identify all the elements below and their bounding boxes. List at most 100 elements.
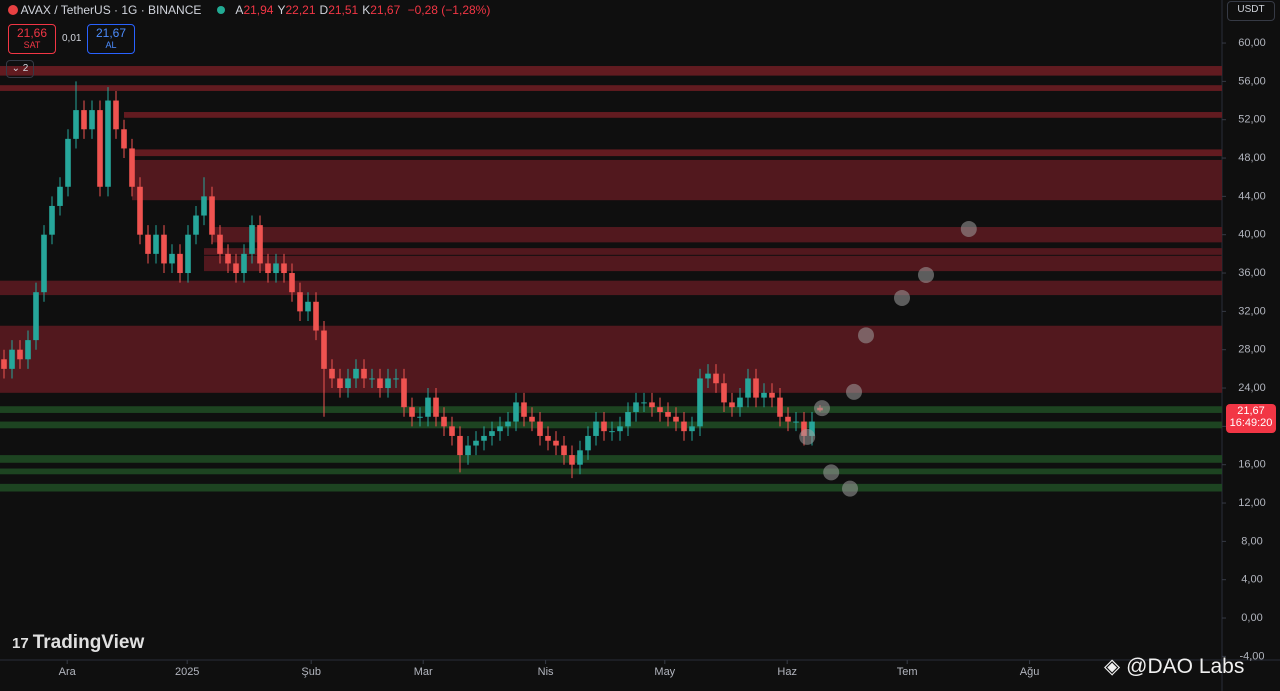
x-tick-label: Tem bbox=[897, 666, 918, 678]
zone bbox=[0, 406, 1222, 413]
y-tick-label: 60,00 bbox=[1238, 37, 1266, 49]
candle-body bbox=[257, 225, 263, 264]
candle-body bbox=[273, 263, 279, 274]
y-tick-label: 28,00 bbox=[1238, 344, 1266, 356]
candle-body bbox=[297, 292, 303, 312]
ohlc-key: K bbox=[362, 3, 371, 17]
indicator-toggle[interactable]: ⌄ 2 bbox=[6, 60, 34, 78]
ohlc-value: 21,94 bbox=[243, 3, 274, 17]
zone bbox=[0, 66, 1222, 76]
candle-body bbox=[17, 349, 23, 360]
sell-button[interactable]: 21,66 SAT bbox=[8, 24, 56, 54]
zone bbox=[204, 248, 1222, 255]
candle-body bbox=[369, 378, 375, 380]
candle-body bbox=[305, 301, 311, 312]
candle-body bbox=[665, 411, 671, 417]
candle-body bbox=[177, 253, 183, 274]
candle-body bbox=[401, 378, 407, 408]
candle-body bbox=[481, 435, 487, 441]
watermark: ◈ @DAO Labs bbox=[1104, 655, 1245, 678]
candle-body bbox=[433, 397, 439, 417]
candle-body bbox=[441, 416, 447, 427]
candle-body bbox=[593, 421, 599, 436]
ohlc-value: 22,21 bbox=[285, 3, 316, 17]
indicator-count: 2 bbox=[22, 63, 29, 74]
candle-body bbox=[241, 253, 247, 274]
y-tick-label: 56,00 bbox=[1238, 75, 1266, 87]
y-tick-label: 24,00 bbox=[1238, 382, 1266, 394]
candle-body bbox=[729, 402, 735, 408]
x-tick-label: Mar bbox=[414, 666, 433, 678]
candle-body bbox=[697, 378, 703, 427]
candle-body bbox=[753, 378, 759, 398]
buy-button[interactable]: 21,67 AL bbox=[87, 24, 135, 54]
candle-body bbox=[49, 205, 55, 235]
candle-body bbox=[689, 426, 695, 432]
candle-body bbox=[449, 426, 455, 436]
buy-label: AL bbox=[105, 40, 117, 50]
candle-body bbox=[161, 234, 167, 264]
candle-body bbox=[193, 215, 199, 235]
candle-body bbox=[153, 234, 159, 254]
candle-body bbox=[609, 431, 615, 433]
candle-body bbox=[681, 421, 687, 432]
candle-body bbox=[353, 368, 359, 379]
candle-body bbox=[129, 148, 135, 187]
candle-body bbox=[489, 431, 495, 436]
candle-body bbox=[537, 421, 543, 436]
candle-body bbox=[249, 225, 255, 254]
candle-body bbox=[145, 234, 151, 254]
candle-body bbox=[793, 421, 799, 423]
x-tick-label: Nis bbox=[538, 666, 554, 678]
candle-body bbox=[201, 196, 207, 216]
ohlc: A21,94 Y22,21 D21,51 K21,67 bbox=[235, 3, 404, 17]
candle-body bbox=[33, 292, 39, 341]
candle-body bbox=[81, 110, 87, 130]
x-tick-label: Haz bbox=[777, 666, 797, 678]
candle-body bbox=[73, 110, 79, 139]
y-tick-label: 4,00 bbox=[1241, 574, 1262, 586]
candle-body bbox=[105, 100, 111, 187]
candle-body bbox=[721, 383, 727, 403]
projection-dot bbox=[846, 383, 862, 400]
candle-body bbox=[465, 445, 471, 456]
candle-body bbox=[345, 378, 351, 389]
countdown: 16:49:20 bbox=[1229, 417, 1273, 430]
y-tick-label: 36,00 bbox=[1238, 267, 1266, 279]
sell-label: SAT bbox=[23, 40, 41, 50]
candle-body bbox=[601, 421, 607, 432]
candle-body bbox=[393, 378, 399, 380]
spread: 0,01 bbox=[62, 33, 82, 44]
candle-body bbox=[41, 234, 47, 293]
candle-body bbox=[57, 186, 63, 206]
candle-body bbox=[585, 435, 591, 451]
projection-dot bbox=[814, 400, 830, 417]
projection-dot bbox=[894, 289, 910, 306]
watermark-text: @DAO Labs bbox=[1126, 655, 1245, 678]
y-tick-label: 8,00 bbox=[1241, 535, 1262, 547]
zone bbox=[212, 227, 1222, 243]
candle-body bbox=[633, 402, 639, 412]
candle-body bbox=[809, 421, 815, 436]
y-tick-label: 12,00 bbox=[1238, 497, 1266, 509]
x-tick-label: May bbox=[654, 666, 675, 678]
candle-body bbox=[473, 440, 479, 446]
y-tick-label: 40,00 bbox=[1238, 229, 1266, 241]
ohlc-key: Y bbox=[277, 3, 286, 17]
logo: 17 TradingView bbox=[12, 632, 145, 653]
candle-body bbox=[321, 330, 327, 369]
candle-body bbox=[529, 416, 535, 422]
candle-body bbox=[673, 416, 679, 422]
candle-body bbox=[409, 407, 415, 417]
candle-body bbox=[289, 273, 295, 293]
candle-body bbox=[505, 421, 511, 427]
candle-body bbox=[737, 397, 743, 408]
symbol[interactable]: AVAX / TetherUS · 1G · BINANCE bbox=[20, 3, 202, 17]
currency-button[interactable]: USDT bbox=[1227, 1, 1275, 21]
symbol-info: AVAX / TetherUS · 1G · BINANCE A21,94 Y22… bbox=[8, 3, 490, 17]
candle-body bbox=[457, 435, 463, 456]
sell-price: 21,66 bbox=[16, 26, 48, 40]
candle-body bbox=[617, 426, 623, 432]
